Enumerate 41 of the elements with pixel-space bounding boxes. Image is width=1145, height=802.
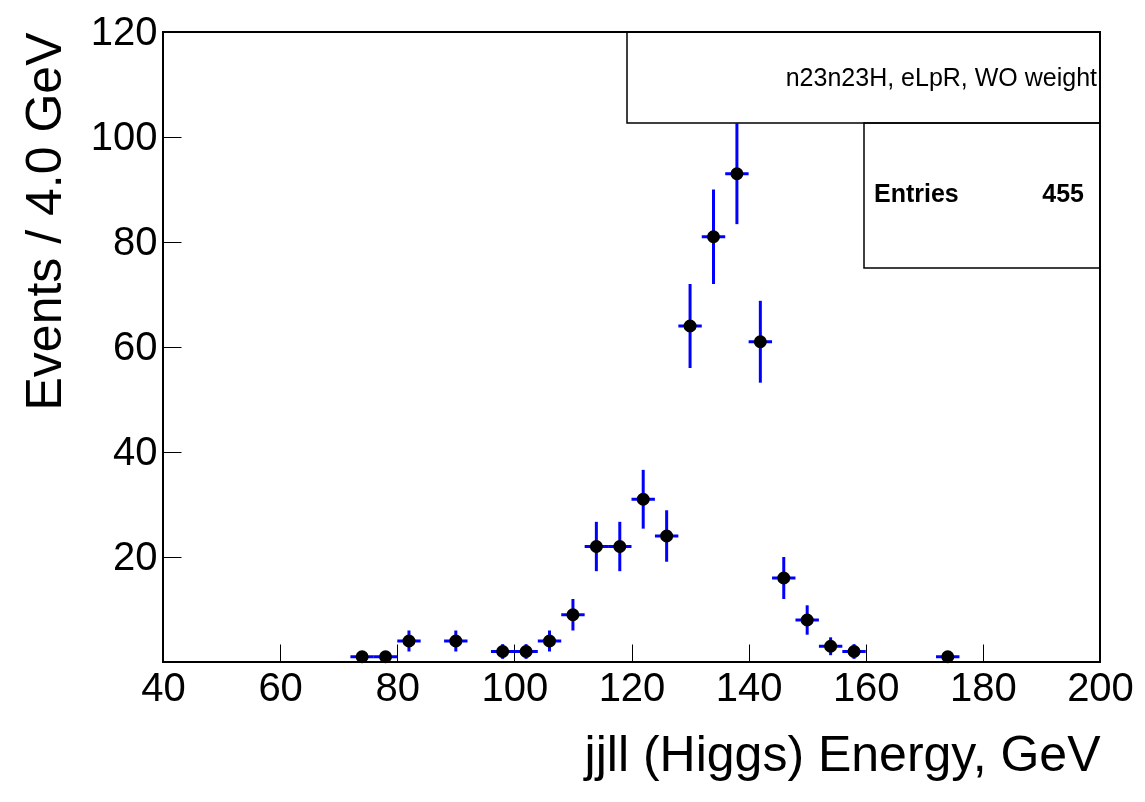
point: [683, 319, 697, 333]
y-tick-label: 40: [113, 428, 158, 473]
y-tick-label: 20: [113, 533, 158, 578]
x-tick-label: 120: [598, 664, 666, 709]
point: [660, 529, 674, 543]
point: [941, 650, 955, 664]
point: [379, 650, 393, 664]
x-tick-label: 100: [481, 664, 549, 709]
point: [847, 644, 861, 659]
x-tick-label: 140: [715, 664, 783, 709]
annotation: 455: [1042, 179, 1085, 207]
y-tick-label: 80: [113, 218, 158, 263]
point: [449, 634, 463, 648]
y-axis-title: Events / 4.0 GeV: [15, 31, 72, 411]
point: [753, 335, 767, 349]
text: n23n23H, eLpR, WO weight: [785, 63, 1098, 91]
x-tick-label: 200: [1067, 664, 1134, 709]
point: [542, 634, 557, 648]
annotation: Entries: [874, 179, 959, 207]
point: [730, 167, 744, 181]
point: [777, 571, 791, 585]
point: [355, 650, 369, 664]
point: [519, 644, 533, 659]
x-tick-label: 160: [832, 664, 900, 709]
point: [824, 639, 838, 653]
y-tick-label: 60: [113, 323, 158, 368]
point: [402, 634, 416, 648]
y-tick-label: 120: [90, 8, 158, 53]
x-axis-title: jjll (Higgs) Energy, GeV: [582, 725, 1102, 782]
point: [800, 613, 814, 627]
point: [589, 539, 603, 554]
point: [613, 539, 627, 554]
point: [706, 230, 721, 244]
x-tick-label: 180: [950, 664, 1017, 709]
y-tick-label: 100: [90, 113, 158, 158]
point: [496, 644, 510, 659]
x-tick-label: 40: [141, 664, 186, 709]
point: [566, 608, 580, 622]
x-tick-label: 60: [258, 664, 303, 709]
point: [636, 492, 650, 506]
x-tick-label: 80: [375, 664, 420, 709]
